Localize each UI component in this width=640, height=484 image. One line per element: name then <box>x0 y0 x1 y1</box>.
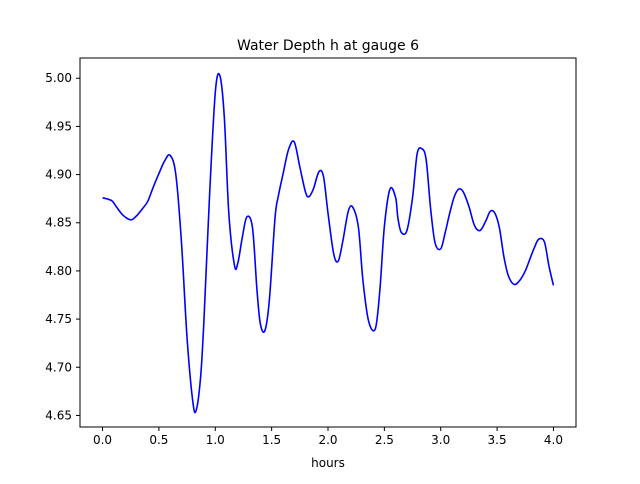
y-tick-label: 4.65 <box>45 408 72 422</box>
y-tick-label: 4.90 <box>45 168 72 182</box>
x-tick-label: 2.0 <box>318 433 337 447</box>
x-tick-label: 0.5 <box>149 433 168 447</box>
y-tick-label: 4.85 <box>45 216 72 230</box>
y-tick-label: 4.75 <box>45 312 72 326</box>
y-tick-label: 5.00 <box>45 71 72 85</box>
y-tick-label: 4.95 <box>45 119 72 133</box>
plot-frame <box>79 57 577 428</box>
y-tick-label: 4.80 <box>45 264 72 278</box>
x-tick-label: 0.0 <box>93 433 112 447</box>
x-tick-label: 3.0 <box>431 433 450 447</box>
x-tick-label: 4.0 <box>544 433 563 447</box>
y-axis-ticks: 4.65 4.70 4.75 4.80 4.85 4.90 4.95 5.00 <box>45 71 80 422</box>
chart-title: Water Depth h at gauge 6 <box>237 38 419 54</box>
x-axis-ticks: 0.0 0.5 1.0 1.5 2.0 2.5 3.0 3.5 4.0 <box>93 427 563 447</box>
series-line <box>102 72 555 414</box>
x-tick-label: 1.5 <box>262 433 281 447</box>
x-tick-label: 1.0 <box>206 433 225 447</box>
series-layer <box>102 72 555 414</box>
y-tick-label: 4.70 <box>45 360 72 374</box>
x-tick-label: 3.5 <box>488 433 507 447</box>
x-axis-label: hours <box>311 456 345 470</box>
x-tick-label: 2.5 <box>375 433 394 447</box>
